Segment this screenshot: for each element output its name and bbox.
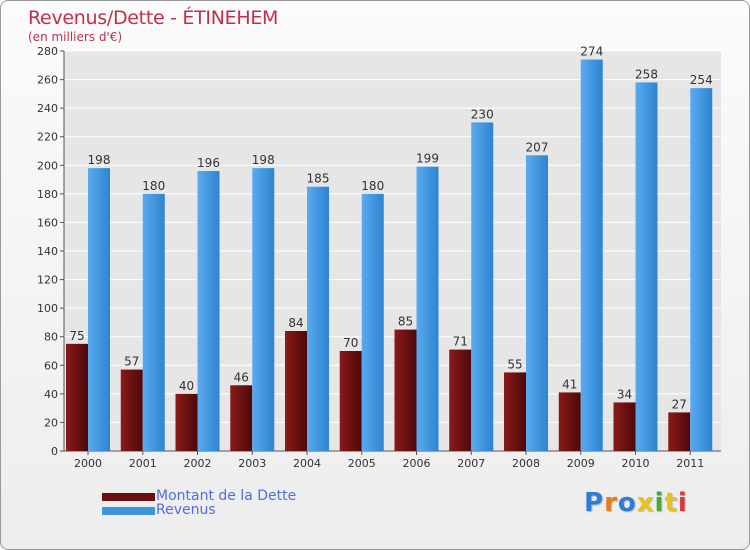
debt-value-label: 27: [672, 397, 687, 411]
debt-bar: [175, 393, 198, 451]
debt-bar: [504, 372, 526, 451]
logo-letter: o: [617, 488, 637, 518]
y-tick-label: 140: [37, 245, 58, 258]
debt-value-label: 84: [288, 316, 303, 330]
revenue-value-label: 196: [197, 156, 220, 170]
x-tick-label: 2004: [293, 457, 321, 470]
legend-label-revenue: Revenus: [156, 502, 216, 518]
revenue-value-label: 180: [142, 179, 165, 193]
proxiti-logo: Proxiti: [584, 488, 688, 518]
revenue-value-label: 198: [88, 153, 111, 167]
revenue-value-label: 180: [361, 179, 384, 193]
logo-letter: P: [584, 488, 605, 518]
debt-value-label: 75: [69, 329, 84, 343]
logo-letter: t: [664, 488, 678, 518]
revenue-bar: [197, 171, 220, 451]
x-tick-label: 2007: [457, 457, 485, 470]
debt-bar: [613, 402, 636, 451]
x-tick-label: 2008: [512, 457, 540, 470]
debt-bar: [394, 329, 417, 451]
x-tick-label: 2009: [567, 457, 595, 470]
revenue-value-label: 230: [471, 107, 494, 121]
y-tick-label: 100: [37, 302, 58, 315]
y-tick-label: 40: [44, 388, 58, 401]
y-tick-label: 240: [37, 102, 58, 115]
revenue-value-label: 258: [635, 67, 658, 81]
debt-bar: [558, 392, 581, 451]
legend-swatch-debt: [102, 493, 155, 501]
debt-value-label: 55: [507, 357, 522, 371]
revenue-bar: [88, 168, 110, 451]
revenue-value-label: 254: [690, 73, 713, 87]
y-tick-label: 260: [37, 74, 58, 87]
y-tick-label: 120: [37, 274, 58, 287]
x-tick-label: 2000: [74, 457, 102, 470]
y-tick-label: 20: [44, 416, 58, 429]
revenue-bar: [471, 122, 494, 451]
x-tick-label: 2003: [238, 457, 266, 470]
debt-bar: [66, 343, 88, 451]
revenue-bar: [635, 82, 658, 451]
debt-value-label: 40: [179, 379, 194, 393]
x-tick-label: 2002: [184, 457, 212, 470]
legend-label-debt: Montant de la Dette: [156, 488, 297, 504]
revenue-value-label: 207: [526, 140, 549, 154]
logo-letter: x: [636, 488, 655, 518]
y-tick-label: 180: [37, 188, 58, 201]
debt-value-label: 41: [562, 377, 577, 391]
x-tick-label: 2001: [129, 457, 157, 470]
y-tick-label: 0: [51, 445, 58, 458]
debt-bar: [668, 412, 691, 451]
chart-subtitle: (en milliers d'€): [28, 30, 123, 44]
x-tick-label: 2011: [676, 457, 704, 470]
debt-bar: [230, 385, 253, 451]
y-tick-label: 220: [37, 131, 58, 144]
logo-letter: i: [654, 488, 665, 518]
x-tick-label: 2006: [403, 457, 431, 470]
x-tick-label: 2005: [348, 457, 376, 470]
debt-bar: [285, 331, 307, 451]
debt-value-label: 85: [398, 315, 413, 329]
revenue-bar: [252, 168, 275, 451]
revenue-bar: [142, 193, 165, 451]
revenue-value-label: 199: [416, 152, 439, 166]
y-tick-label: 80: [44, 331, 58, 344]
y-tick-label: 280: [37, 45, 58, 58]
revenue-bar: [307, 186, 329, 451]
debt-value-label: 57: [124, 355, 139, 369]
x-tick-label: 2010: [622, 457, 650, 470]
y-tick-label: 60: [44, 359, 58, 372]
revenue-bar: [416, 166, 439, 451]
legend-swatch-revenue: [102, 507, 155, 515]
debt-bar: [339, 351, 362, 451]
logo-letter: i: [677, 488, 688, 518]
revenue-bar: [690, 88, 713, 452]
revenue-value-label: 185: [307, 172, 330, 186]
logo-letter: r: [604, 488, 618, 518]
revenue-value-label: 198: [252, 153, 275, 167]
debt-bar: [449, 349, 472, 451]
revenue-value-label: 274: [580, 45, 603, 59]
revenue-bar: [361, 193, 384, 451]
debt-value-label: 70: [343, 336, 358, 350]
revenue-bar: [580, 59, 603, 451]
y-tick-label: 200: [37, 159, 58, 172]
chart-title: Revenus/Dette - ÉTINEHEM: [28, 7, 279, 29]
debt-value-label: 71: [453, 335, 468, 349]
y-tick-label: 160: [37, 216, 58, 229]
debt-bar: [120, 369, 143, 451]
debt-value-label: 34: [617, 387, 632, 401]
debt-value-label: 46: [234, 370, 249, 384]
revenue-bar: [526, 155, 548, 452]
